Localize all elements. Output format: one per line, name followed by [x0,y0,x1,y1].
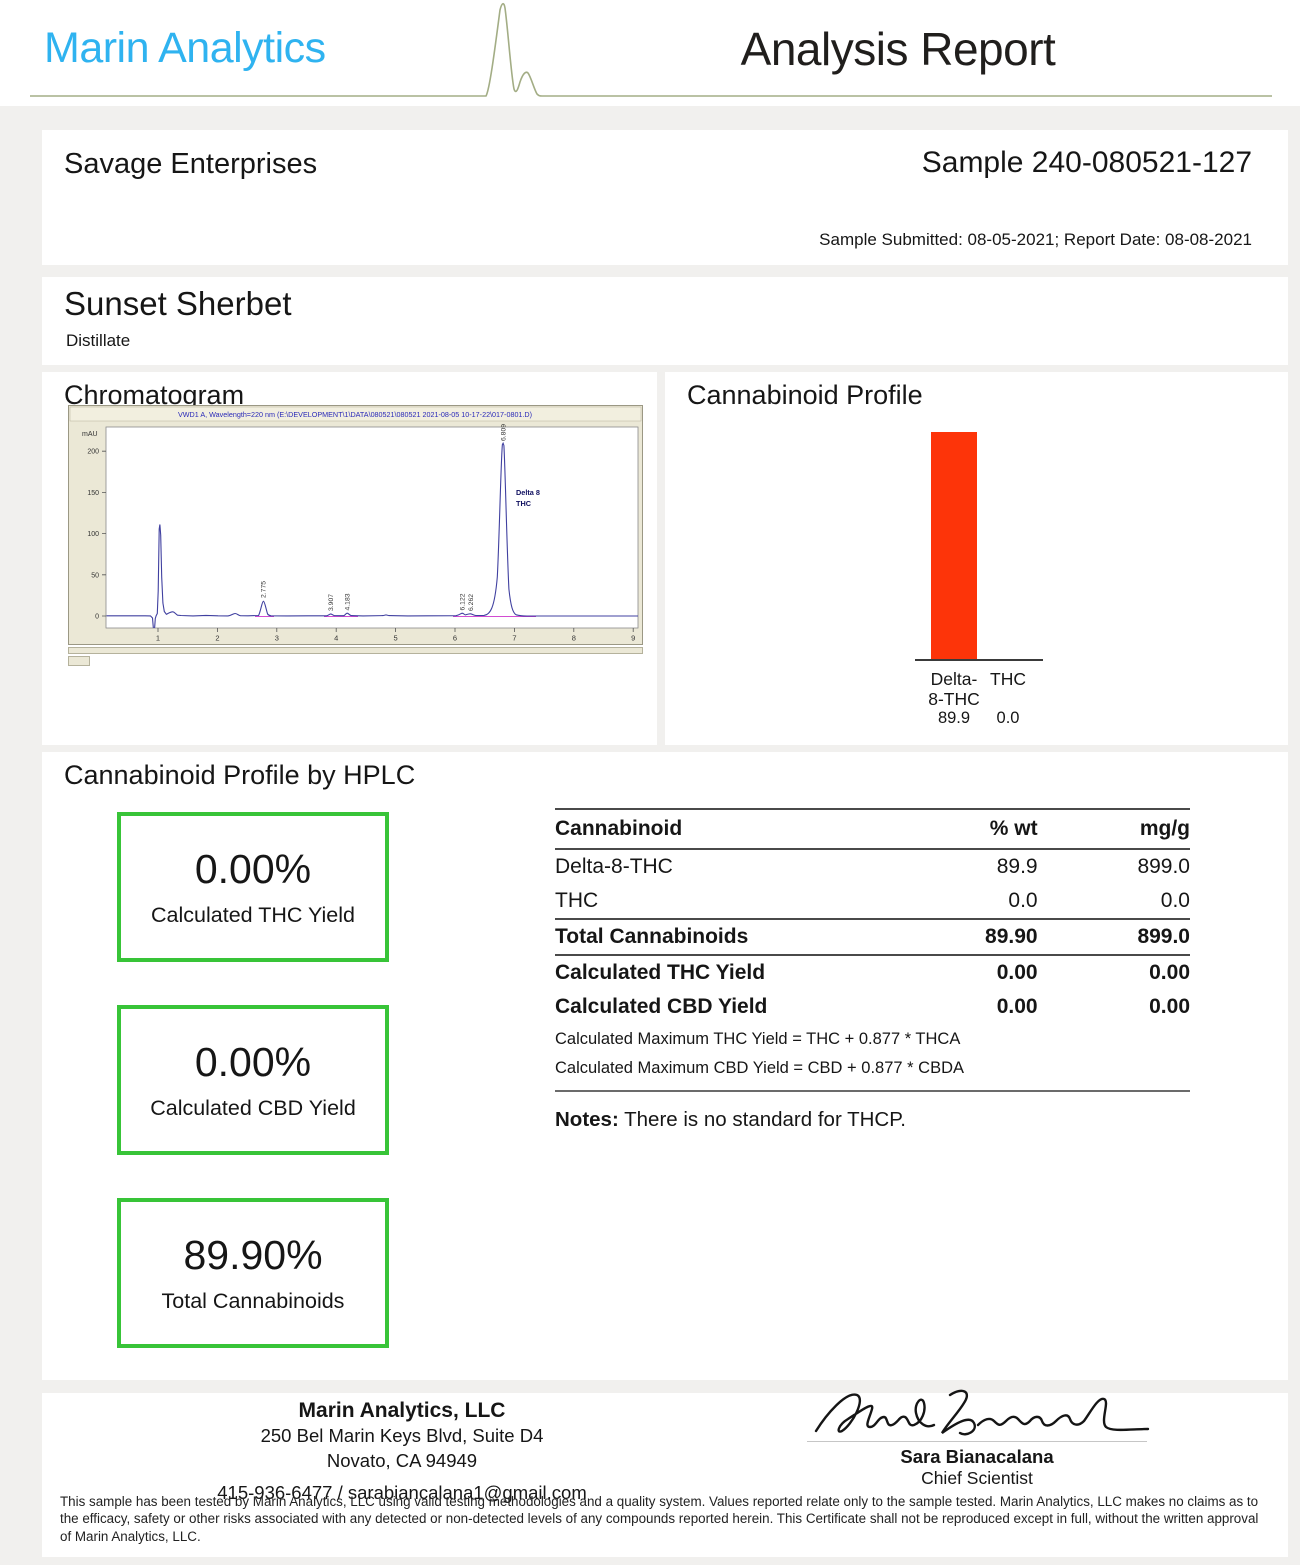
table-calc-row: Calculated CBD Yield 0.00 0.00 [555,995,1190,1018]
hplc-panel: Cannabinoid Profile by HPLC 0.00% Calcul… [42,752,1288,1380]
summary-label: Calculated CBD Yield [150,1096,356,1120]
signature-icon [814,1389,1150,1436]
peak-label: 4.183 [344,593,351,610]
summary-box-thc-yield: 0.00% Calculated THC Yield [117,812,389,962]
x-tick: 7 [512,634,516,643]
chromatogram-image: VWD1 A, Wavelength=220 nm (E:\DEVELOPMEN… [68,405,643,645]
notes-text: There is no standard for THCP. [624,1108,906,1131]
report-header: Marin Analytics Analysis Report [0,0,1300,106]
col-header-wt: % wt [897,808,1038,850]
peak-label: 2.775 [261,581,268,598]
sample-dates: Sample Submitted: 08-05-2021; Report Dat… [819,230,1252,249]
chromatogram-bottom-strip [68,647,643,654]
bar-value-delta8: 89.9 [937,709,971,727]
bar-value-thc: 0.0 [996,709,1020,727]
x-tick: 6 [453,634,457,643]
footer-panel: Marin Analytics, LLC 250 Bel Marin Keys … [42,1389,1288,1557]
col-header-cannabinoid: Cannabinoid [555,808,898,850]
table-total-row: Total Cannabinoids 89.90 899.0 [555,919,1190,956]
formula-row: Calculated Maximum CBD Yield = CBD + 0.8… [555,1053,1190,1092]
lab-info: Marin Analytics, LLC 250 Bel Marin Keys … [97,1399,707,1504]
y-tick: 200 [87,449,99,456]
summary-label: Total Cannabinoids [161,1289,345,1313]
summary-value: 0.00% [194,846,312,892]
notes: Notes: There is no standard for THCP. [555,1108,1190,1132]
lab-contact: 415-936-6477 / sarabiancalana1@gmail.com [217,1482,587,1503]
y-tick: 0 [95,614,99,621]
formula-row: Calculated Maximum THC Yield = THC + 0.8… [555,1030,961,1048]
summary-box-total-cannabinoids: 89.90% Total Cannabinoids [117,1198,389,1348]
x-tick: 3 [275,634,279,643]
notes-label: Notes: [555,1108,619,1131]
x-tick: 2 [215,634,219,643]
col-header-mg: mg/g [1037,808,1190,850]
summary-label: Calculated THC Yield [151,903,355,927]
profile-section-title: Cannabinoid Profile [687,380,923,410]
peak-annotation-line1: Delta 8 [516,488,540,497]
profile-axis-line [915,659,1043,661]
y-tick: 150 [87,490,99,497]
signer-title: Chief Scientist [921,1468,1033,1488]
peak-label: 6.262 [468,594,475,611]
hplc-section-title: Cannabinoid Profile by HPLC [64,760,416,790]
table-calc-row: Calculated THC Yield 0.00 0.00 [555,961,1190,984]
x-tick: 1 [156,634,160,643]
table-row: THC 0.0 0.0 [555,884,1190,920]
peak-label: 6.122 [459,593,466,610]
x-tick: 8 [572,634,576,643]
peak-label: 3.907 [328,594,335,611]
bar-category-thc: THC [990,669,1026,689]
cannabinoid-profile-panel: Cannabinoid Profile Delta- 8-THC THC 89.… [665,372,1288,745]
x-tick: 4 [334,634,338,643]
client-name: Savage Enterprises [64,148,318,180]
bar-category-delta8: Delta- 8-THC [928,669,980,709]
summary-value: 0.00% [194,1039,312,1085]
y-tick: 100 [87,531,99,538]
signature-line [807,1441,1147,1442]
x-tick: 9 [631,634,635,643]
lab-address-line2: Novato, CA 94949 [326,1450,478,1471]
product-type: Distillate [66,331,131,350]
chromatogram-panel: Chromatogram VWD1 A, Wavelength=220 nm (… [42,372,657,745]
peak-annotation-line2: THC [516,499,532,508]
chromatogram-bottom-chip [68,656,90,666]
lab-address-line1: 250 Bel Marin Keys Blvd, Suite D4 [260,1425,544,1446]
y-axis-label: mAU [82,431,98,438]
summary-value: 89.90% [183,1232,323,1278]
header-brand: Marin Analytics [44,24,326,72]
lab-company: Marin Analytics, LLC [298,1399,506,1422]
y-tick: 50 [91,572,99,579]
product-name: Sunset Sherbet [64,285,292,322]
sample-info-panel: Savage Enterprises Sample 240-080521-127… [42,130,1288,265]
chromatogram-peak-logo-icon [30,2,1272,97]
signer-name: Sara Bianacalana [900,1446,1054,1467]
summary-box-cbd-yield: 0.00% Calculated CBD Yield [117,1005,389,1155]
x-tick: 5 [394,634,398,643]
product-panel: Sunset Sherbet Distillate [42,277,1288,365]
sample-id: Sample 240-080521-127 [921,146,1252,179]
table-row: Delta-8-THC 89.9 899.0 [555,855,1190,878]
profile-bar-delta8 [931,432,977,659]
chromatogram-instrument-line: VWD1 A, Wavelength=220 nm (E:\DEVELOPMEN… [178,410,532,419]
disclaimer-text: This sample has been tested by Marin Ana… [60,1494,1259,1544]
peak-label: 6.809 [500,424,507,441]
page-title: Analysis Report [740,23,1056,75]
cannabinoid-table: Cannabinoid % wt mg/g Delta-8-THC 89.9 8… [555,808,1190,1092]
table-header-row: Cannabinoid % wt mg/g [555,808,1190,850]
